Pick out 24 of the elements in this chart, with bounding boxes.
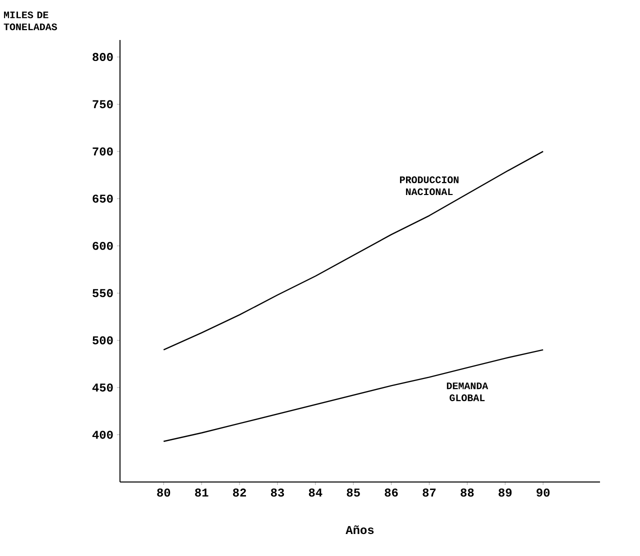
y-tick-label: 750 — [92, 100, 113, 108]
series-label: DEMANDA GLOBAL — [446, 382, 488, 402]
y-tick-label: 650 — [92, 194, 113, 203]
x-tick-label: 86 — [384, 488, 398, 497]
x-tick-label: 80 — [157, 488, 170, 497]
x-axis-title: Años — [346, 525, 374, 534]
x-tick-label: 81 — [195, 488, 208, 497]
series-label: PRODUCCION NACIONAL — [400, 176, 458, 196]
y-tick-label: 500 — [92, 336, 113, 344]
x-tick-label: 89 — [498, 488, 512, 497]
y-tick-label: 450 — [92, 383, 113, 392]
x-tick-label: 90 — [536, 488, 550, 497]
y-tick-label: 600 — [92, 242, 113, 250]
x-tick-label: 84 — [308, 488, 322, 497]
y-tick-label: 400 — [92, 430, 113, 439]
y-tick-label: 700 — [92, 147, 113, 156]
y-tick-label: 550 — [92, 289, 113, 298]
x-tick-label: 82 — [232, 488, 246, 497]
x-tick-label: 85 — [346, 488, 360, 497]
y-tick-label: 800 — [92, 52, 113, 62]
x-tick-label: 88 — [460, 488, 474, 497]
y-axis-title: MILES DE TONELADAS — [4, 12, 58, 30]
x-tick-label: 87 — [422, 488, 436, 497]
x-tick-label: 83 — [270, 488, 284, 497]
